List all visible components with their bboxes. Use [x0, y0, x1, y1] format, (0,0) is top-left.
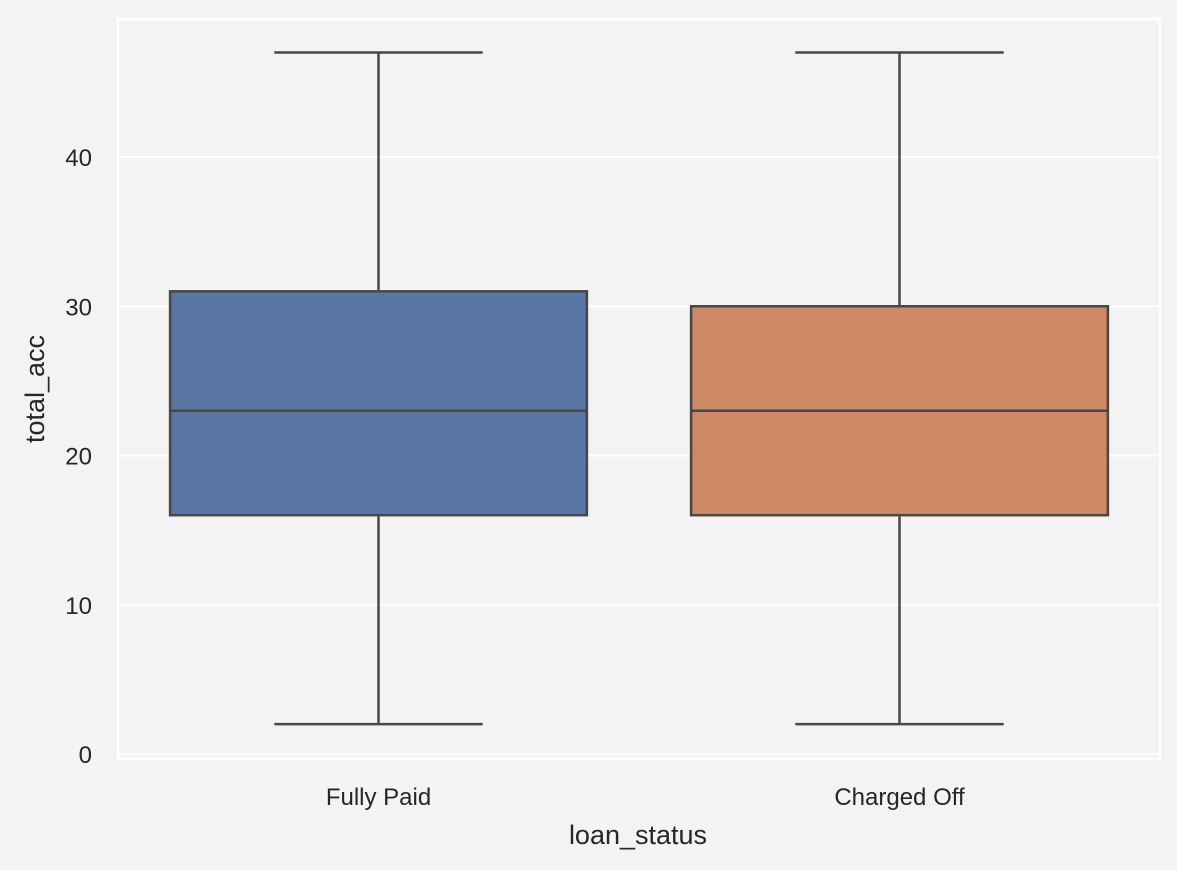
x-tick-label-fully-paid: Fully Paid — [326, 784, 431, 811]
y-tick-label-30: 30 — [65, 294, 92, 321]
x-axis-label: loan_status — [569, 820, 707, 850]
boxes — [168, 51, 1110, 726]
y-tick-label-0: 0 — [79, 742, 92, 769]
x-tick-label-charged-off: Charged Off — [834, 784, 965, 811]
iqr-box-fully-paid — [168, 290, 589, 517]
box-charged-off — [689, 51, 1110, 726]
y-axis-label: total_acc — [20, 335, 50, 443]
y-tick-labels: 0 10 20 30 40 — [65, 145, 92, 769]
x-tick-labels: Fully Paid Charged Off — [326, 784, 965, 811]
box-fully-paid — [168, 51, 589, 726]
y-tick-label-40: 40 — [65, 145, 92, 172]
plot-area-frame — [116, 17, 1162, 761]
y-tick-label-10: 10 — [65, 593, 92, 620]
y-tick-label-20: 20 — [65, 444, 92, 471]
